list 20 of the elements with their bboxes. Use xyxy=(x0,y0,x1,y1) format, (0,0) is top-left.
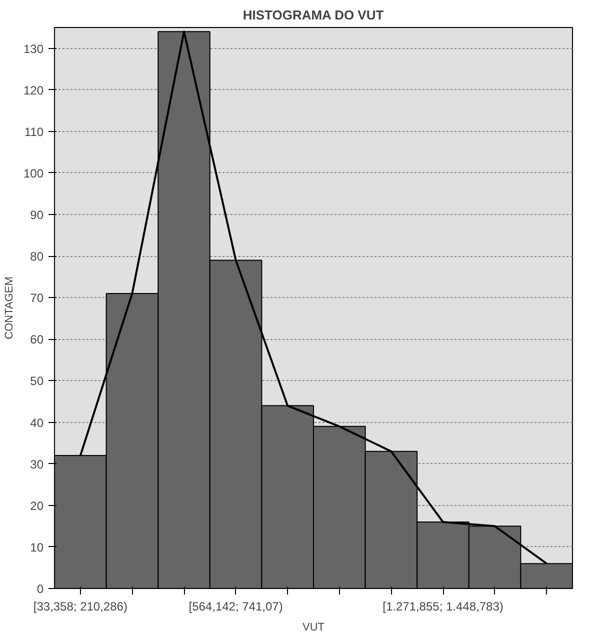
y-tick-label: 120 xyxy=(23,83,44,98)
y-tick-label: 90 xyxy=(30,208,44,222)
y-tick-label: 40 xyxy=(30,416,44,430)
y-tick-label: 10 xyxy=(30,540,44,554)
y-tick-label: 20 xyxy=(30,498,44,513)
y-axis-title: CONTAGEM xyxy=(3,276,16,340)
y-tick-label: 50 xyxy=(30,374,44,388)
y-tick-label: 60 xyxy=(30,332,44,347)
y-tick-label: 0 xyxy=(36,582,44,596)
chart-title: HISTOGRAMA DO VUT xyxy=(242,8,384,22)
x-axis-title: VUT xyxy=(302,622,325,634)
y-tick-label: 100 xyxy=(23,166,44,180)
y-tick-label: 70 xyxy=(30,291,44,306)
x-tick-label: [564,142; 741,07) xyxy=(188,600,283,614)
y-tick-label: 130 xyxy=(23,42,44,56)
x-tick-label: [1.271,855; 1.448,783) xyxy=(382,600,504,614)
y-tick-label: 80 xyxy=(30,250,44,264)
x-tick-label: [33,358; 210,286) xyxy=(33,600,128,614)
y-tick-label: 110 xyxy=(24,124,44,139)
y-tick-label: 30 xyxy=(30,457,44,472)
